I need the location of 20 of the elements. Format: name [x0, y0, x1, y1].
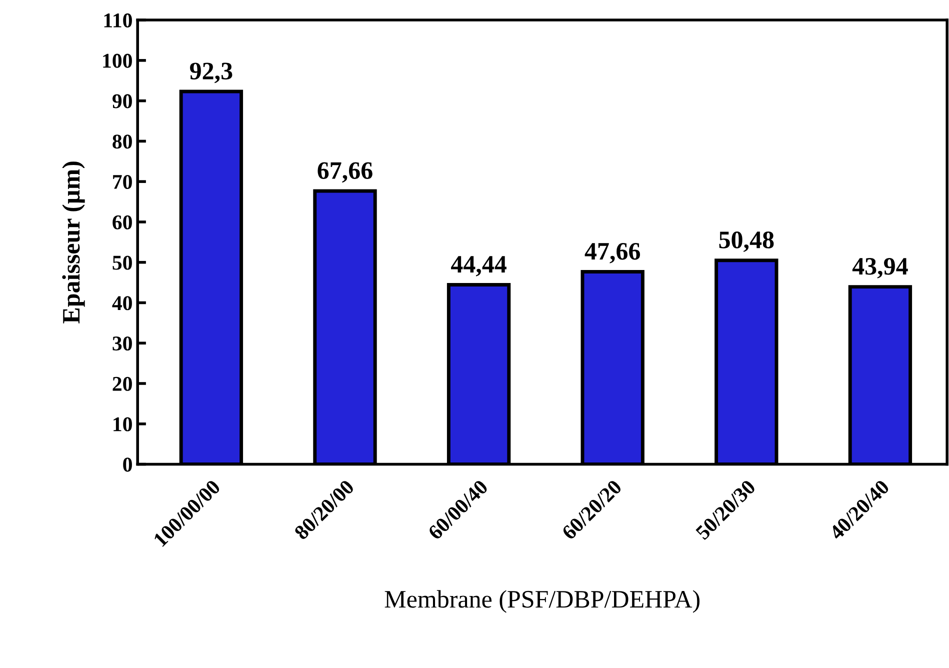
data-label: 50,48	[719, 232, 774, 252]
y-tick-label: 10	[114, 417, 132, 432]
x-axis-title: Membrane (PSF/DBP/DEHPA)	[384, 590, 700, 613]
data-label: 44,44	[451, 256, 506, 276]
y-tick-label: 90	[112, 94, 132, 108]
y-tick-label: 30	[112, 336, 132, 351]
y-tick-label: 60	[112, 215, 132, 230]
y-tick-label: 50	[112, 256, 132, 270]
data-label: 47,66	[584, 242, 640, 264]
y-tick-label: 0	[123, 458, 132, 472]
y-tick-label: 40	[112, 296, 132, 310]
y-axis-title: Epaisseur (µm)	[62, 162, 85, 324]
data-label: 43,94	[852, 258, 908, 278]
y-tick-label: 80	[112, 134, 132, 149]
y-tick-label: 100	[103, 54, 132, 68]
y-tick-label: 110	[104, 13, 132, 28]
data-label: 92,3	[190, 62, 232, 84]
y-tick-label: 70	[113, 174, 132, 190]
data-label: 67,66	[318, 162, 372, 183]
y-tick-label: 20	[112, 376, 132, 391]
